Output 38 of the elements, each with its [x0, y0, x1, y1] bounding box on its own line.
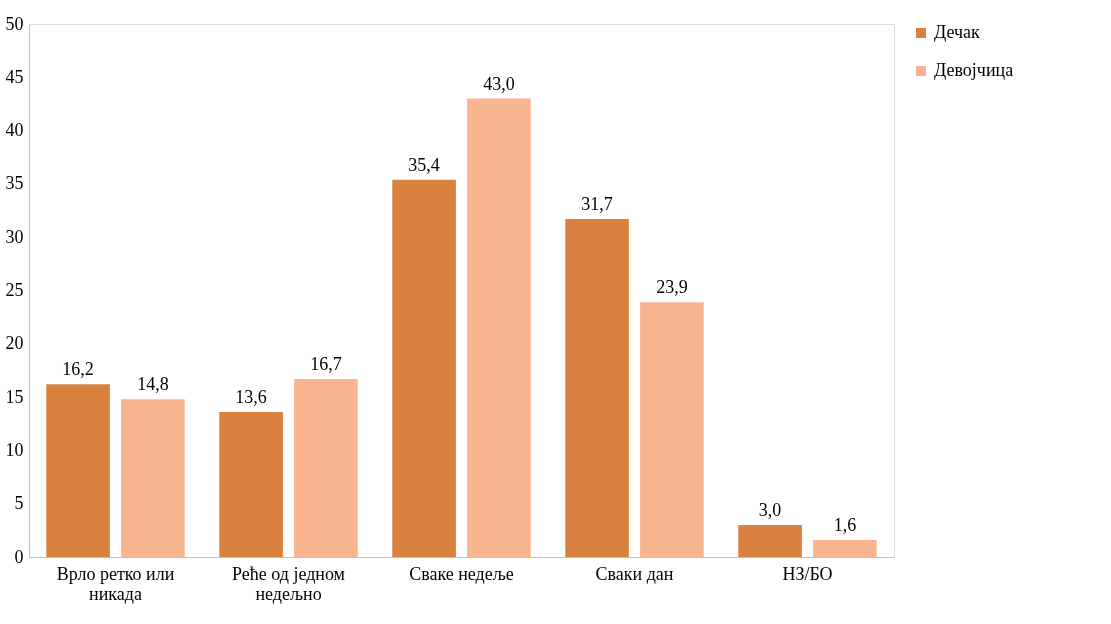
y-tick-label: 10	[5, 439, 24, 460]
y-tick-label: 15	[5, 386, 24, 407]
bar	[565, 219, 629, 557]
y-tick-label: 20	[5, 333, 24, 354]
y-tick-label: 25	[5, 280, 24, 300]
bar	[294, 378, 358, 557]
legend-label: Девојчица	[934, 60, 1014, 80]
x-tick-label: Реће од једном недељно	[232, 563, 345, 604]
x-tick-label: Врло ретко или никада	[56, 563, 175, 604]
bar	[219, 412, 283, 557]
data-label: 14,8	[137, 374, 169, 395]
y-tick-label: 45	[5, 66, 24, 87]
y-tick-label: 50	[5, 13, 24, 34]
y-tick-label: 35	[5, 173, 24, 194]
bar	[46, 384, 110, 557]
y-tick-label: 30	[5, 226, 24, 247]
data-label: 43,0	[483, 73, 515, 94]
data-label: 35,4	[408, 154, 440, 175]
data-label: 13,6	[235, 387, 267, 408]
legend-label: Дечак	[934, 22, 981, 42]
bar	[813, 539, 877, 557]
y-tick-label: 0	[14, 546, 24, 567]
data-label: 16,7	[310, 353, 342, 374]
x-tick-label: НЗ/БО	[782, 563, 833, 584]
bar	[738, 525, 802, 557]
y-tick-label: 40	[5, 120, 24, 141]
x-tick-label: Сваки дан	[595, 563, 674, 584]
x-tick-label: Сваке недеље	[409, 563, 514, 584]
bar	[467, 98, 531, 557]
bar	[392, 179, 456, 557]
bar	[121, 399, 185, 557]
data-label: 31,7	[581, 194, 613, 215]
data-label: 16,2	[62, 359, 94, 380]
data-label: 23,9	[656, 277, 688, 298]
y-tick-label: 5	[14, 493, 24, 514]
data-label: 1,6	[833, 514, 857, 535]
data-label: 3,0	[758, 500, 782, 521]
bar	[640, 302, 704, 557]
